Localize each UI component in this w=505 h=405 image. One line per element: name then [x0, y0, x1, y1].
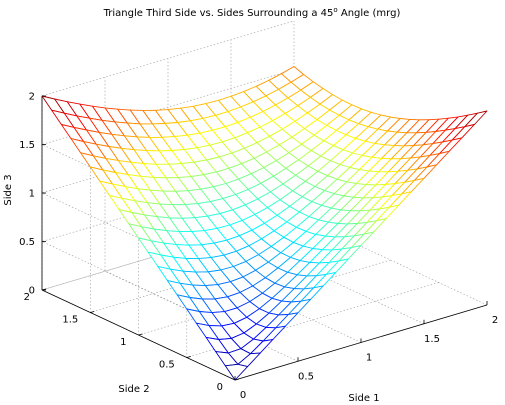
degree-superscript: o	[333, 6, 337, 14]
y-tick-label: 2	[24, 292, 30, 303]
z-tick-label: 0.5	[19, 237, 35, 248]
x-axis-label: Side 1	[348, 393, 379, 404]
grid-line-z	[41, 166, 295, 332]
x-tick-label: 1	[366, 353, 372, 364]
z-tick-label: 2	[29, 92, 35, 103]
y-tick-label: 1	[120, 337, 126, 348]
y-tick-label: 0	[217, 382, 223, 393]
z-tick-label: 1	[29, 189, 35, 200]
y-axis-label: Side 2	[118, 384, 149, 395]
z-tick-label: 0	[29, 286, 35, 297]
chart-title: Triangle Third Side vs. Sides Surroundin…	[103, 6, 401, 19]
x-tick-label: 1.5	[424, 334, 440, 345]
x-tick-label: 0.5	[298, 371, 314, 382]
y-tick-mark	[186, 356, 191, 358]
x-tick-label: 2	[492, 315, 498, 326]
y-tick-mark	[138, 333, 143, 336]
grid-line-x	[230, 39, 425, 325]
y-tick-mark	[90, 311, 95, 313]
y-tick-label: 1.5	[62, 315, 78, 326]
surface-cell	[224, 363, 249, 381]
surface-mesh	[41, 66, 488, 381]
y-tick-label: 0.5	[159, 360, 175, 371]
grid-line-x	[293, 21, 488, 306]
x-tick-label: 0	[240, 390, 246, 401]
z-axis-label: Side 3	[3, 174, 14, 205]
y-tick-mark	[234, 378, 240, 381]
z-tick-label: 1.5	[19, 140, 35, 151]
